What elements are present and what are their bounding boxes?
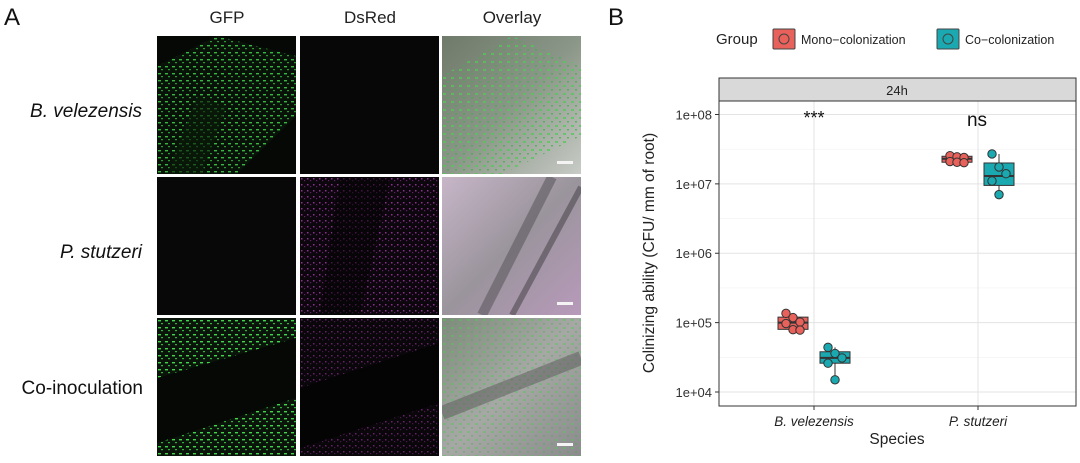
micrograph-overlay-p-stutzeri <box>442 177 581 315</box>
micrograph-overlay-co-inoculation <box>442 318 581 456</box>
x-axis-title: Species <box>869 431 924 448</box>
data-point <box>795 317 805 327</box>
data-point <box>781 318 791 329</box>
micrograph-gfp-p-stutzeri <box>157 177 296 315</box>
data-point <box>823 358 833 368</box>
legend-title: Group <box>716 31 758 48</box>
box-mono-p-stutzeri <box>941 150 973 168</box>
data-point <box>788 312 798 323</box>
significance-b-velezensis: *** <box>803 108 824 128</box>
scale-bar <box>557 161 573 164</box>
data-point <box>830 375 840 385</box>
row-label-p-stutzeri: P. stutzeri <box>59 242 142 263</box>
data-point <box>1001 169 1011 179</box>
data-point <box>837 353 847 363</box>
data-point <box>987 176 997 186</box>
box-co-b-velezensis <box>819 342 851 385</box>
significance-p-stutzeri: ns <box>967 110 987 131</box>
y-tick-label: 1e+07 <box>675 177 712 192</box>
overlay-image <box>442 318 581 456</box>
data-point <box>781 308 791 319</box>
legend-entry-mono: Mono−colonization <box>772 28 906 50</box>
data-point <box>994 189 1004 200</box>
micrograph-overlay-b-velezensis <box>442 36 581 174</box>
box-co-p-stutzeri <box>983 149 1015 200</box>
plot-grid <box>719 101 1076 406</box>
micrograph-dsred-p-stutzeri <box>300 177 439 315</box>
row-label-co-inoculation: Co-inoculation <box>21 378 143 399</box>
panel-label-b: B <box>608 4 625 31</box>
dsred-signal-image <box>300 318 439 456</box>
overlay-image <box>442 177 581 315</box>
scale-bar <box>557 443 573 446</box>
column-header-dsred: DsRed <box>344 8 396 27</box>
x-tick-label: B. velezensis <box>774 414 854 429</box>
gfp-signal-image <box>157 36 296 174</box>
data-point <box>830 348 840 359</box>
y-tick-label: 1e+05 <box>675 316 712 331</box>
data-point <box>823 342 833 353</box>
y-tick-label: 1e+04 <box>675 385 712 400</box>
data-point <box>994 162 1004 172</box>
y-axis-title: Colinizing ability (CFU/ mm of root) <box>641 133 658 373</box>
legend-label-mono: Mono−colonization <box>801 33 906 47</box>
legend-entry-co: Co−colonization <box>936 28 1054 50</box>
box-mono-b-velezensis <box>777 308 809 335</box>
micrograph-dsred-co-inoculation <box>300 318 439 456</box>
gfp-signal-image <box>157 318 296 456</box>
overlay-image <box>442 36 581 174</box>
column-header-gfp: GFP <box>209 8 245 27</box>
y-tick-label: 1e+06 <box>675 246 712 261</box>
box-plot: Group Mono−colonization Co−colonization … <box>641 28 1077 448</box>
legend-label-co: Co−colonization <box>965 33 1054 47</box>
dsred-signal-image <box>300 177 439 315</box>
scale-bar <box>557 302 573 305</box>
micrograph-gfp-b-velezensis <box>157 36 296 174</box>
micrograph-dsred-b-velezensis <box>300 36 439 174</box>
data-point <box>987 149 997 159</box>
micrograph-gfp-co-inoculation <box>157 318 296 456</box>
panel-label-a: A <box>4 4 21 31</box>
column-header-overlay: Overlay <box>482 8 542 27</box>
data-point <box>959 157 969 168</box>
x-tick-label: P. stutzeri <box>949 414 1008 429</box>
y-tick-label: 1e+08 <box>675 107 712 122</box>
data-point <box>795 325 805 335</box>
row-label-b-velezensis: B. velezensis <box>30 101 142 122</box>
facet-label: 24h <box>886 83 908 98</box>
